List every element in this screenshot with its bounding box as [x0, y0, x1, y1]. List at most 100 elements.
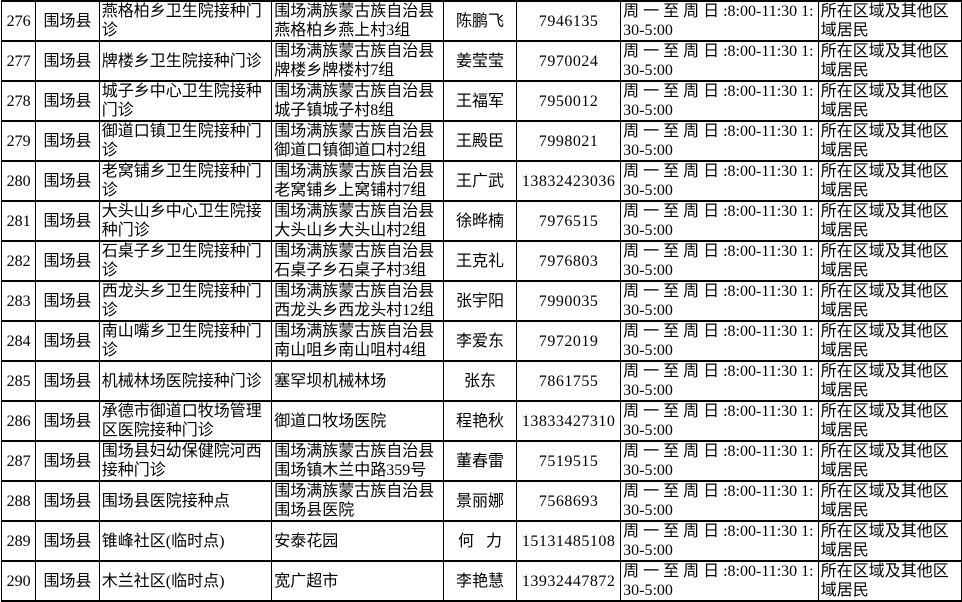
cell-hours: 周 一 至 周 日 :8:00-11:30 1:30-5:00: [620, 560, 819, 602]
cell-phone: 13833427310: [516, 400, 622, 442]
cell-county: 围场县: [35, 280, 100, 322]
cell-service_area: 所在区域及其他区域居民: [817, 400, 962, 442]
cell-service_area: 所在区域及其他区域居民: [817, 120, 962, 162]
cell-county: 围场县: [35, 240, 100, 282]
cell-phone: 15131485108: [516, 520, 622, 562]
cell-service_area: 所在区域及其他区域居民: [817, 200, 962, 242]
cell-id: 288: [0, 480, 37, 522]
cell-id: 285: [0, 360, 37, 402]
table-row: 286 围场县 承德市御道口牧场管理区医院接种门诊 御道口牧场医院 程艳秋 1383342…: [0, 400, 962, 442]
cell-clinic: 承德市御道口牧场管理区医院接种门诊: [98, 400, 273, 442]
cell-service_area: 所在区域及其他区域居民: [817, 480, 962, 522]
cell-clinic: 南山嘴乡卫生院接种门诊: [98, 320, 273, 362]
cell-id: 290: [0, 560, 37, 602]
cell-phone: 7972019: [516, 320, 622, 362]
cell-contact: 姜莹莹: [442, 40, 518, 82]
cell-hours: 周 一 至 周 日 :8:00-11:30 1:30-5:00: [620, 480, 819, 522]
cell-contact: 王福军: [442, 80, 518, 122]
cell-id: 276: [0, 0, 37, 42]
cell-phone: 7568693: [516, 480, 622, 522]
cell-id: 283: [0, 280, 37, 322]
cell-phone: 13832423036: [516, 160, 622, 202]
cell-service_area: 所在区域及其他区域居民: [817, 160, 962, 202]
cell-contact: 李爱东: [442, 320, 518, 362]
cell-service_area: 所在区域及其他区域居民: [817, 440, 962, 482]
cell-id: 277: [0, 40, 37, 82]
cell-address: 围场满族蒙古族自治县燕格柏乡燕上村3组: [271, 0, 444, 42]
cell-contact: 王克礼: [442, 240, 518, 282]
cell-contact: 张东: [442, 360, 518, 402]
cell-clinic: 围场县医院接种点: [98, 480, 273, 522]
cell-service_area: 所在区域及其他区域居民: [817, 520, 962, 562]
cell-address: 安泰花园: [271, 520, 444, 562]
cell-service_area: 所在区域及其他区域居民: [817, 280, 962, 322]
cell-clinic: 锥峰社区(临时点): [98, 520, 273, 562]
cell-county: 围场县: [35, 200, 100, 242]
cell-phone: 7861755: [516, 360, 622, 402]
table-row: 278 围场县 城子乡中心卫生院接种门诊 围场满族蒙古族自治县城子镇城子村8组 王福军 7…: [0, 80, 962, 122]
cell-service_area: 所在区域及其他区域居民: [817, 360, 962, 402]
table-row: 277 围场县 牌楼乡卫生院接种门诊 围场满族蒙古族自治县牌楼乡牌楼村7组 姜莹莹 797…: [0, 40, 962, 82]
cell-service_area: 所在区域及其他区域居民: [817, 240, 962, 282]
cell-county: 围场县: [35, 320, 100, 362]
cell-county: 围场县: [35, 160, 100, 202]
cell-address: 宽广超市: [271, 560, 444, 602]
table-row: 285 围场县 机械林场医院接种门诊 塞罕坝机械林场 张东 7861755 周 一 至 周 …: [0, 360, 962, 402]
cell-clinic: 御道口镇卫生院接种门诊: [98, 120, 273, 162]
table-row: 282 围场县 石桌子乡卫生院接种门诊 围场满族蒙古族自治县石桌子乡石桌子村3组 王克礼…: [0, 240, 962, 282]
cell-contact: 李艳慧: [442, 560, 518, 602]
table-row: 289 围场县 锥峰社区(临时点) 安泰花园何 力 15131485108 周 一 至 周…: [0, 520, 962, 562]
table-row: 283 围场县 西龙头乡卫生院接种门诊 围场满族蒙古族自治县西龙头乡西龙头村12组 张宇…: [0, 280, 962, 322]
cell-hours: 周 一 至 周 日 :8:00-11:30 1:30-5:00: [620, 0, 819, 42]
cell-contact: 景丽娜: [442, 480, 518, 522]
cell-clinic: 机械林场医院接种门诊: [98, 360, 273, 402]
table-row: 284 围场县 南山嘴乡卫生院接种门诊 围场满族蒙古族自治县南山咀乡南山咀村4组 李爱东…: [0, 320, 962, 362]
cell-hours: 周 一 至 周 日 :8:00-11:30 1:30-5:00: [620, 240, 819, 282]
cell-address: 围场满族蒙古族自治县老窝铺乡上窝铺村7组: [271, 160, 444, 202]
cell-hours: 周 一 至 周 日 :8:00-11:30 1:30-5:00: [620, 360, 819, 402]
cell-contact: 何 力: [442, 520, 518, 562]
cell-hours: 周 一 至 周 日 :8:00-11:30 1:30-5:00: [620, 520, 819, 562]
cell-hours: 周 一 至 周 日 :8:00-11:30 1:30-5:00: [620, 40, 819, 82]
cell-id: 279: [0, 120, 37, 162]
cell-hours: 周 一 至 周 日 :8:00-11:30 1:30-5:00: [620, 80, 819, 122]
table-row: 288 围场县 围场县医院接种点 围场满族蒙古族自治县围场县医院 景丽娜 7568693 周…: [0, 480, 962, 522]
table-row: 276 围场县 燕格柏乡卫生院接种门诊 围场满族蒙古族自治县燕格柏乡燕上村3组 陈鹏飞 7…: [0, 0, 962, 42]
cell-id: 284: [0, 320, 37, 362]
cell-phone: 7976515: [516, 200, 622, 242]
cell-id: 282: [0, 240, 37, 282]
cell-county: 围场县: [35, 0, 100, 42]
cell-address: 围场满族蒙古族自治县牌楼乡牌楼村7组: [271, 40, 444, 82]
cell-address: 围场满族蒙古族自治县围场县医院: [271, 480, 444, 522]
cell-id: 287: [0, 440, 37, 482]
cell-county: 围场县: [35, 440, 100, 482]
table-row: 279 围场县 御道口镇卫生院接种门诊 围场满族蒙古族自治县御道口镇御道口村2组 王殿臣…: [0, 120, 962, 162]
cell-clinic: 西龙头乡卫生院接种门诊: [98, 280, 273, 322]
cell-address: 围场满族蒙古族自治县南山咀乡南山咀村4组: [271, 320, 444, 362]
cell-hours: 周 一 至 周 日 :8:00-11:30 1:30-5:00: [620, 200, 819, 242]
cell-hours: 周 一 至 周 日 :8:00-11:30 1:30-5:00: [620, 440, 819, 482]
cell-clinic: 大头山乡中心卫生院接种门诊: [98, 200, 273, 242]
cell-contact: 陈鹏飞: [442, 0, 518, 42]
cell-id: 286: [0, 400, 37, 442]
table-row: 281 围场县 大头山乡中心卫生院接种门诊 围场满族蒙古族自治县大头山乡大头山村2组徐…: [0, 200, 962, 242]
cell-contact: 王广武: [442, 160, 518, 202]
cell-service_area: 所在区域及其他区域居民: [817, 0, 962, 42]
cell-id: 280: [0, 160, 37, 202]
table-row: 290 围场县 木兰社区(临时点) 宽广超市 李艳慧 13932447872 周 一 至 周…: [0, 560, 962, 602]
cell-address: 御道口牧场医院: [271, 400, 444, 442]
cell-contact: 徐晔楠: [442, 200, 518, 242]
cell-phone: 7970024: [516, 40, 622, 82]
cell-id: 278: [0, 80, 37, 122]
cell-address: 围场满族蒙古族自治县大头山乡大头山村2组: [271, 200, 444, 242]
table-row: 287 围场县 围场县妇幼保健院河西接种门诊 围场满族蒙古族自治县围场镇木兰中路359…: [0, 440, 962, 482]
cell-address: 塞罕坝机械林场: [271, 360, 444, 402]
cell-service_area: 所在区域及其他区域居民: [817, 320, 962, 362]
cell-county: 围场县: [35, 560, 100, 602]
table-row: 280 围场县 老窝铺乡卫生院接种门诊 围场满族蒙古族自治县老窝铺乡上窝铺村7组 王广武…: [0, 160, 962, 202]
cell-clinic: 老窝铺乡卫生院接种门诊: [98, 160, 273, 202]
cell-county: 围场县: [35, 40, 100, 82]
cell-address: 围场满族蒙古族自治县御道口镇御道口村2组: [271, 120, 444, 162]
cell-phone: 13932447872: [516, 560, 622, 602]
